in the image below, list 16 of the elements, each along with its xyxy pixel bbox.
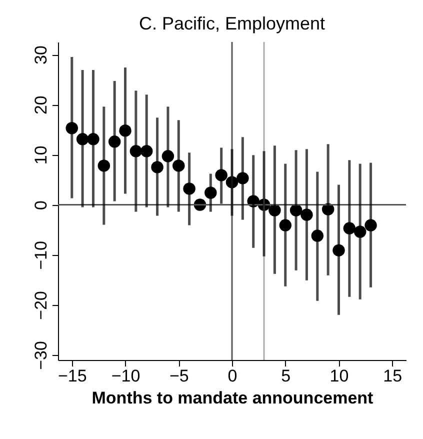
x-axis-title: Months to mandate announcement bbox=[92, 388, 374, 408]
x-tick-label: 10 bbox=[330, 366, 349, 386]
x-tick-label: −15 bbox=[58, 366, 87, 386]
y-tick-label: −10 bbox=[32, 240, 50, 270]
x-tick-label: −5 bbox=[169, 366, 189, 386]
y-tick-label: 0 bbox=[32, 200, 50, 210]
y-tick-label: 10 bbox=[32, 146, 50, 165]
x-tick-label: 5 bbox=[281, 366, 291, 386]
chart-title: C. Pacific, Employment bbox=[138, 13, 326, 34]
x-tick-label: −10 bbox=[111, 366, 140, 386]
x-tick-label: 0 bbox=[228, 366, 238, 386]
y-tick-label: 20 bbox=[32, 96, 50, 115]
x-tick-label: 15 bbox=[383, 366, 402, 386]
y-tick-label: −30 bbox=[32, 341, 50, 370]
y-tick-label: 30 bbox=[32, 46, 50, 64]
y-tick-label: −20 bbox=[32, 290, 50, 320]
